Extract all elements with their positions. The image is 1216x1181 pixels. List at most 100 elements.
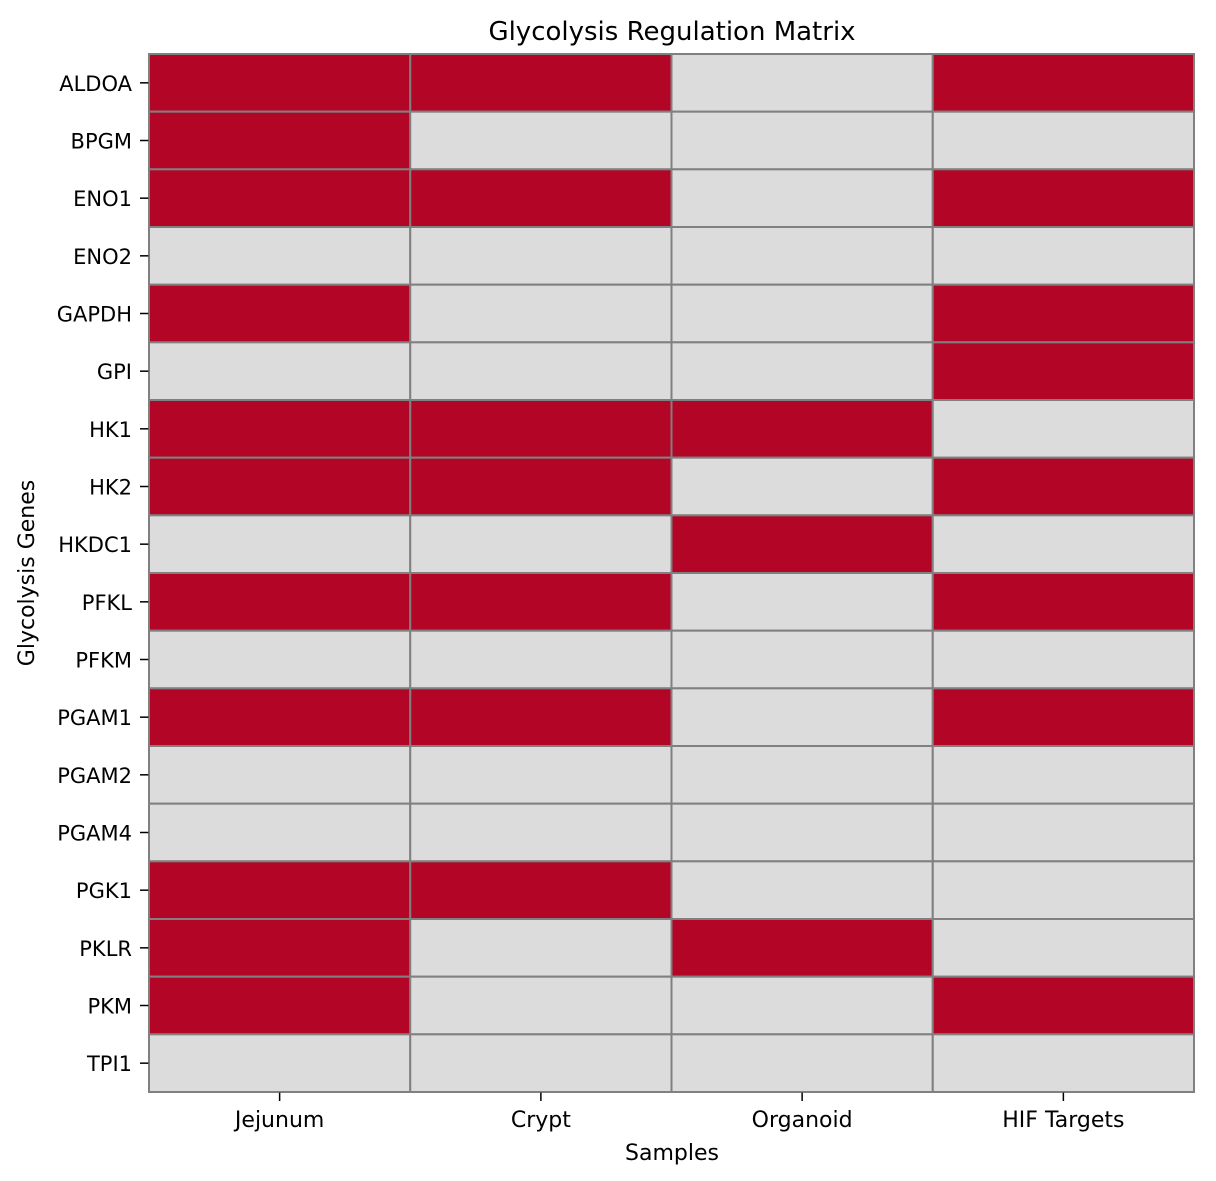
heatmap-cell bbox=[148, 572, 412, 632]
heatmap-cell bbox=[148, 53, 412, 113]
heatmap-cell bbox=[148, 918, 412, 978]
heatmap-cell bbox=[148, 860, 412, 920]
heatmap-cell bbox=[670, 168, 934, 228]
heatmap-cell bbox=[931, 110, 1195, 171]
x-axis-label: Samples bbox=[625, 1141, 719, 1166]
heatmap-cell bbox=[409, 572, 673, 632]
heatmap-cell bbox=[670, 572, 934, 632]
heatmap-cell bbox=[148, 283, 412, 344]
heatmap-cell bbox=[148, 226, 412, 286]
y-tick-label: PFKM bbox=[75, 649, 132, 673]
heatmap-cell bbox=[148, 399, 412, 459]
heatmap-cell bbox=[931, 226, 1195, 286]
y-tick-label: PGK1 bbox=[76, 879, 132, 903]
y-tick-label: PGAM4 bbox=[57, 822, 132, 846]
heatmap-cell bbox=[931, 341, 1195, 402]
heatmap-cell bbox=[931, 399, 1195, 459]
y-tick-label: PFKL bbox=[82, 591, 133, 615]
heatmap-cell bbox=[409, 110, 673, 171]
y-tick-label: PGAM2 bbox=[57, 764, 132, 788]
heatmap-cell bbox=[409, 226, 673, 286]
heatmap-cell bbox=[670, 629, 934, 690]
heatmap-cell bbox=[670, 802, 934, 863]
heatmap-cell bbox=[670, 1033, 934, 1094]
y-tick-label: PGAM1 bbox=[57, 706, 132, 730]
heatmap-cell bbox=[670, 110, 934, 171]
heatmap-cell bbox=[931, 860, 1195, 920]
heatmap-cell bbox=[931, 975, 1195, 1036]
heatmap-cells bbox=[148, 53, 1195, 1094]
y-tick-label: PKM bbox=[87, 995, 132, 1019]
heatmap-cell bbox=[670, 283, 934, 344]
heatmap-cell bbox=[409, 802, 673, 863]
x-tick-label: Jejunum bbox=[233, 1108, 324, 1133]
heatmap-cell bbox=[148, 1033, 412, 1094]
heatmap-cell bbox=[931, 745, 1195, 805]
heatmap-cell bbox=[409, 918, 673, 978]
heatmap-cell bbox=[670, 53, 934, 113]
heatmap-cell bbox=[409, 975, 673, 1036]
x-axis-ticks: Jejunum Crypt Organoid HIF Targets bbox=[233, 1092, 1124, 1133]
heatmap-cell bbox=[670, 456, 934, 517]
heatmap-cell bbox=[148, 802, 412, 863]
plot-frame bbox=[148, 53, 1195, 1093]
heatmap-cell bbox=[670, 687, 934, 747]
heatmap-cell bbox=[931, 918, 1195, 978]
heatmap-cell bbox=[148, 341, 412, 402]
heatmap-cell bbox=[931, 514, 1195, 574]
heatmap-cell bbox=[409, 341, 673, 402]
y-tick-label: HK1 bbox=[89, 418, 132, 442]
y-tick-label: HK2 bbox=[89, 476, 132, 500]
heatmap-cell bbox=[409, 629, 673, 690]
heatmap-cell bbox=[409, 687, 673, 747]
y-tick-label: TPI1 bbox=[86, 1052, 132, 1076]
heatmap-cell bbox=[931, 629, 1195, 690]
heatmap-cell bbox=[670, 745, 934, 805]
heatmap-cell bbox=[931, 572, 1195, 632]
heatmap-cell bbox=[148, 629, 412, 690]
y-tick-label: ALDOA bbox=[59, 72, 132, 96]
chart-title: Glycolysis Regulation Matrix bbox=[488, 17, 855, 47]
y-tick-label: ENO1 bbox=[73, 187, 132, 211]
y-axis-ticks: ALDOA BPGM ENO1 ENO2 GAPDH GPI HK1 HK2 HKDC1 PFKL… bbox=[57, 72, 149, 1076]
heatmap-cell bbox=[931, 456, 1195, 517]
x-tick-label: Crypt bbox=[511, 1108, 571, 1133]
heatmap-cell bbox=[148, 514, 412, 574]
x-tick-label: Organoid bbox=[752, 1108, 853, 1133]
heatmap-cell bbox=[931, 1033, 1195, 1094]
y-tick-label: GPI bbox=[97, 360, 132, 384]
heatmap-cell bbox=[409, 399, 673, 459]
heatmap-cell bbox=[409, 283, 673, 344]
heatmap-cell bbox=[409, 456, 673, 517]
y-axis-label: Glycolysis Genes bbox=[15, 480, 40, 666]
heatmap-cell bbox=[409, 514, 673, 574]
heatmap-cell bbox=[670, 399, 934, 459]
heatmap-cell bbox=[670, 975, 934, 1036]
heatmap-cell bbox=[409, 860, 673, 920]
heatmap-cell bbox=[670, 341, 934, 402]
heatmap-cell bbox=[931, 802, 1195, 863]
heatmap-cell bbox=[670, 226, 934, 286]
heatmap-cell bbox=[409, 168, 673, 228]
heatmap-cell bbox=[148, 110, 412, 171]
y-tick-label: BPGM bbox=[71, 130, 132, 154]
heatmap-cell bbox=[148, 975, 412, 1036]
heatmap-cell bbox=[670, 918, 934, 978]
heatmap-cell bbox=[670, 514, 934, 574]
x-tick-label: HIF Targets bbox=[1002, 1108, 1124, 1133]
heatmap-cell bbox=[931, 687, 1195, 747]
y-tick-label: HKDC1 bbox=[58, 533, 132, 557]
heatmap-cell bbox=[409, 53, 673, 113]
heatmap-cell bbox=[409, 745, 673, 805]
heatmap-cell bbox=[409, 1033, 673, 1094]
y-tick-label: GAPDH bbox=[57, 303, 132, 327]
heatmap-cell bbox=[148, 456, 412, 517]
heatmap-cell bbox=[670, 860, 934, 920]
heatmap-cell bbox=[931, 53, 1195, 113]
heatmap-cell bbox=[148, 168, 412, 228]
y-tick-label: ENO2 bbox=[73, 245, 132, 269]
heatmap-cell bbox=[148, 745, 412, 805]
heatmap-cell bbox=[931, 168, 1195, 228]
y-tick-label: PKLR bbox=[79, 937, 132, 961]
